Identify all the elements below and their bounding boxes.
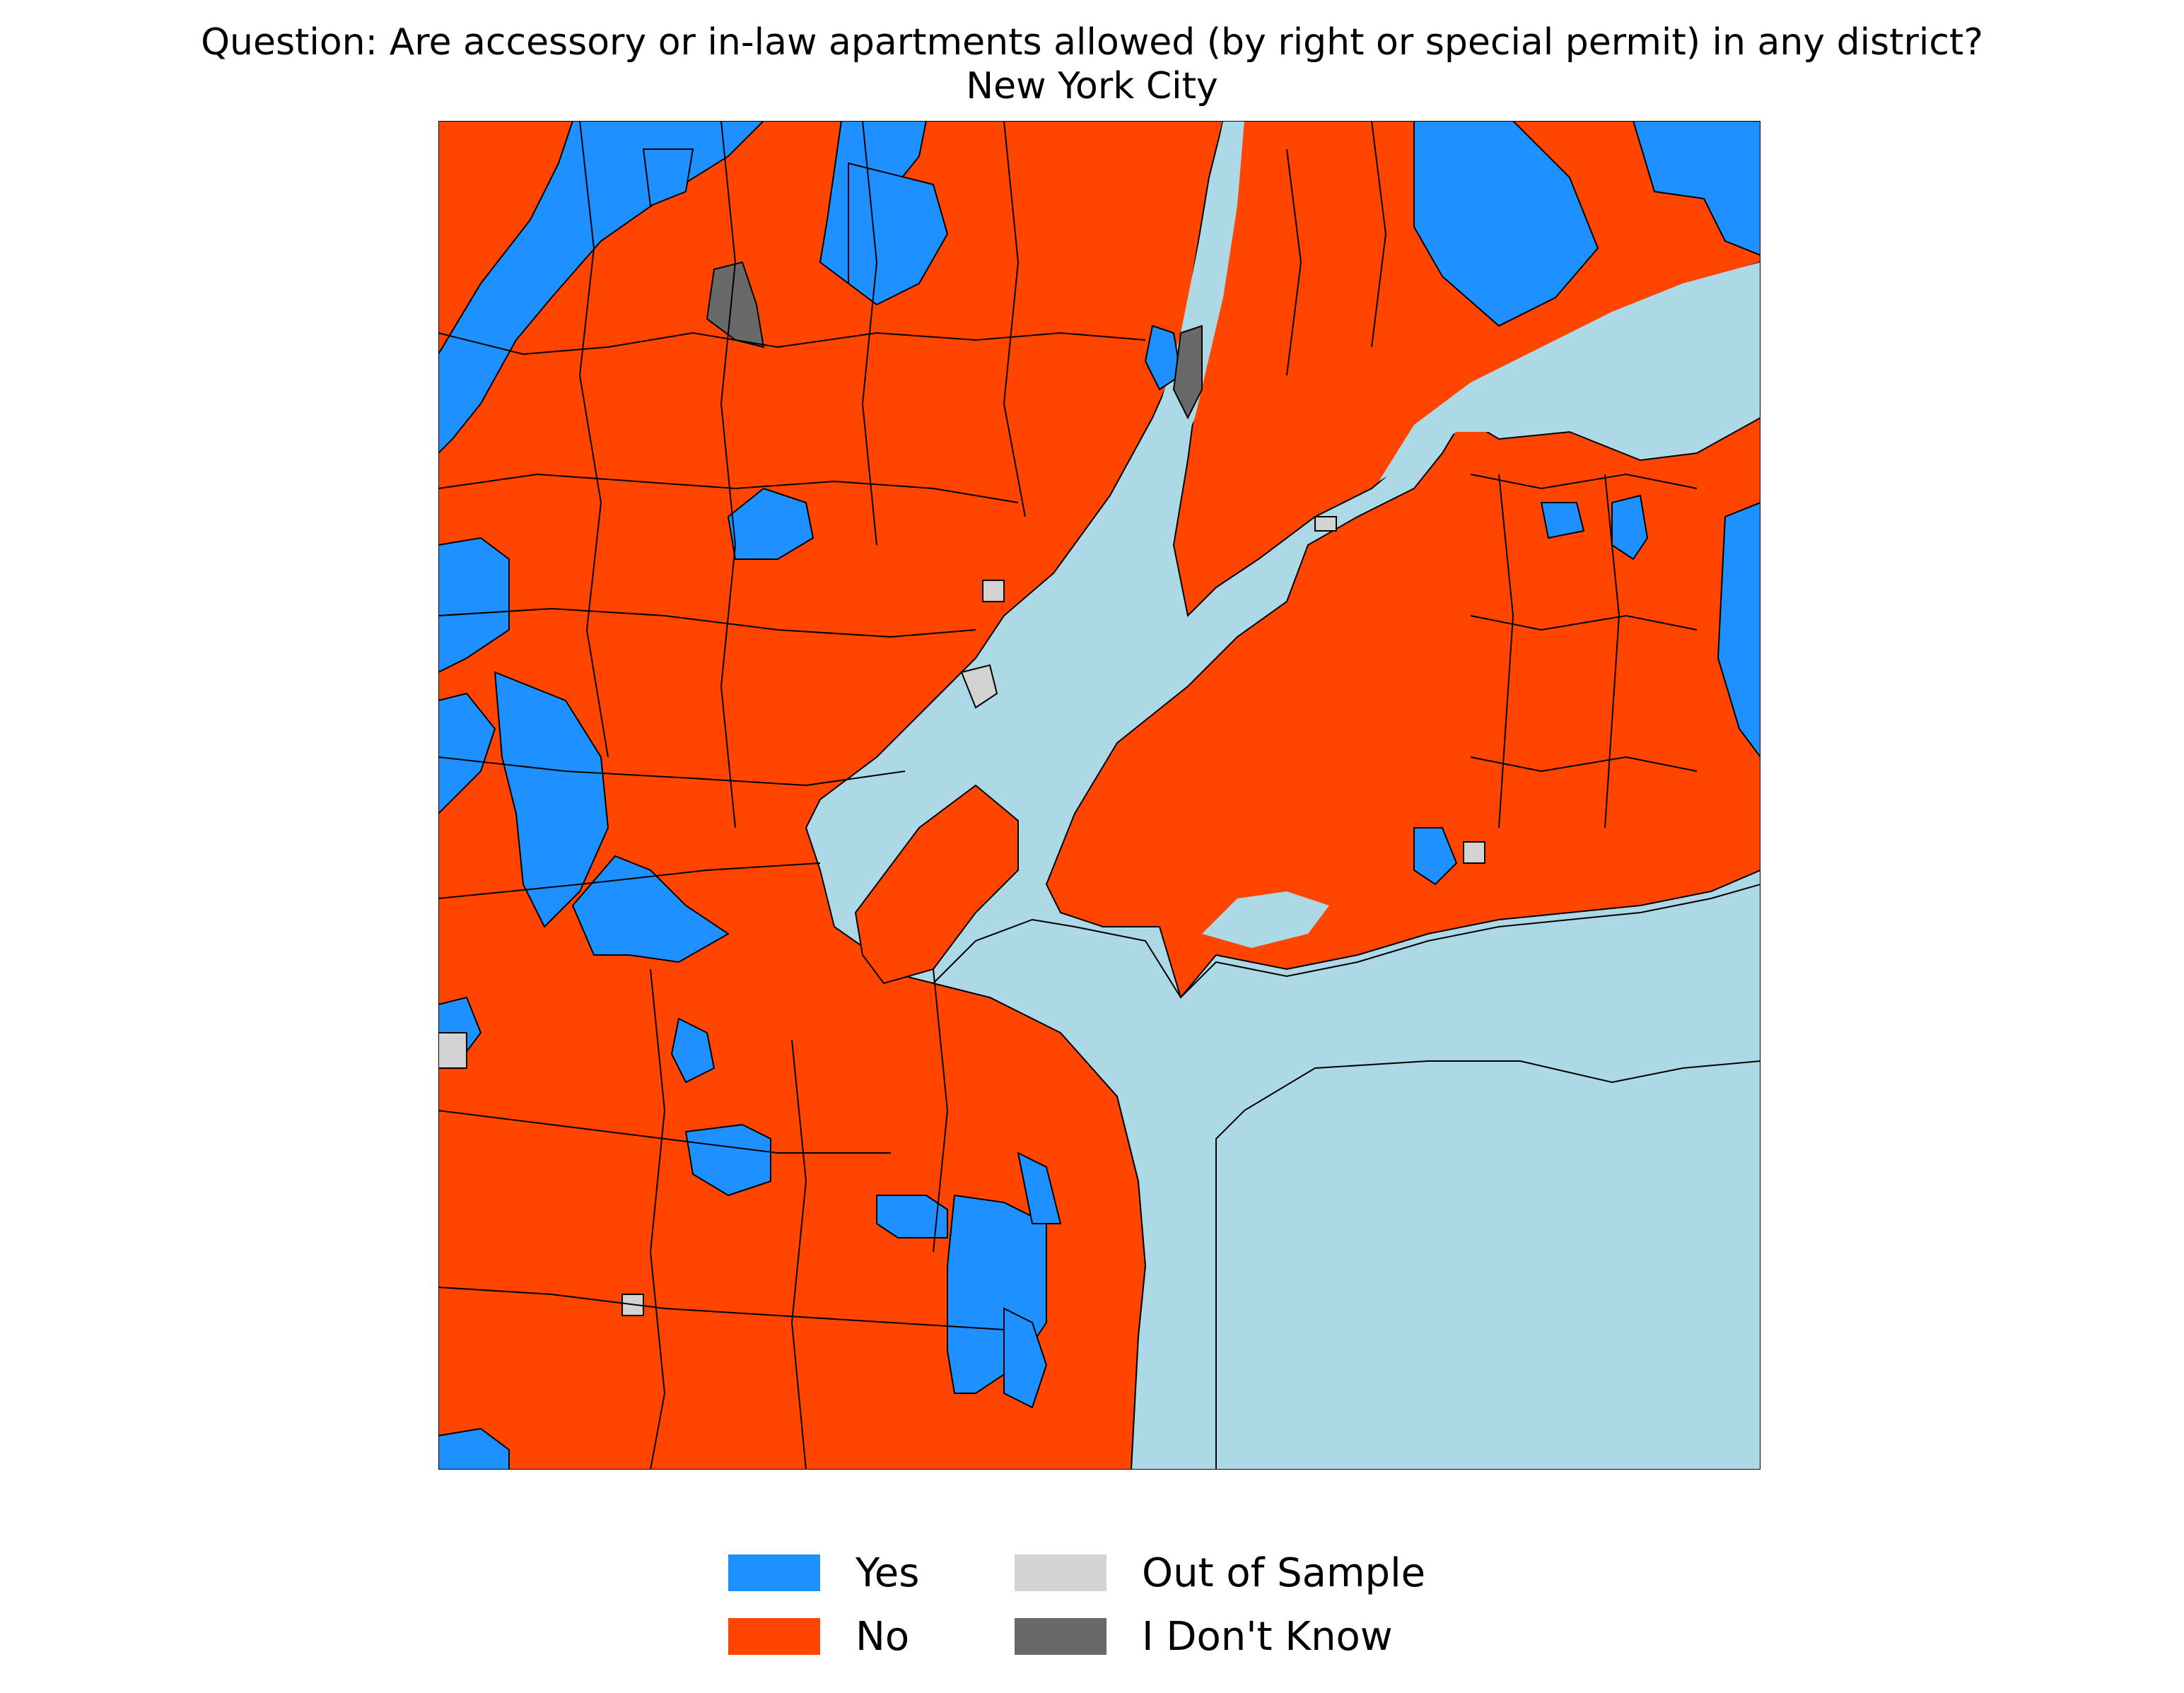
region-out-of-sample [1463, 841, 1485, 864]
legend-label-out-of-sample: Out of Sample [1142, 1550, 1426, 1596]
municipality-map [438, 121, 1760, 1470]
legend-swatch-yes [728, 1554, 820, 1591]
legend-item-dont-know: I Don't Know [1015, 1612, 1393, 1661]
region-dont-know [706, 261, 765, 348]
yes-regions [438, 121, 1760, 1470]
region-dont-know [1172, 324, 1203, 420]
region-yes [876, 1195, 948, 1238]
legend-label-no: No [856, 1613, 910, 1660]
legend-label-yes: Yes [856, 1550, 920, 1596]
region-out-of-sample [438, 1032, 467, 1069]
legend-item-yes: Yes [728, 1548, 919, 1598]
legend-swatch-out-of-sample [1015, 1554, 1106, 1591]
hudson-river [1032, 121, 1244, 686]
region-yes [494, 671, 609, 928]
legend-swatch-dont-know [1015, 1618, 1106, 1655]
dont-know-regions [706, 261, 1203, 420]
long-island-sound [1379, 262, 1760, 481]
region-yes [438, 692, 496, 815]
region-out-of-sample [1314, 516, 1337, 532]
region-yes [1017, 1152, 1062, 1224]
region-no-staten-island [854, 784, 1019, 985]
region-out-of-sample [960, 664, 998, 709]
region-yes [1144, 324, 1182, 391]
region-yes [670, 1017, 716, 1084]
region-out-of-sample [982, 580, 1005, 602]
region-yes [1003, 1307, 1048, 1409]
atlantic-ocean [932, 883, 1760, 1470]
region-yes [642, 148, 694, 207]
region-no-long-island [1045, 416, 1760, 1000]
region-yes [438, 537, 510, 674]
region-yes [848, 162, 949, 306]
region-yes [1540, 502, 1585, 539]
map-subtitle: New York City [966, 65, 1218, 107]
map-title: Question: Are accessory or in-law apartm… [201, 21, 1983, 64]
municipal-boundaries [438, 121, 1698, 1470]
legend-swatch-no [728, 1618, 820, 1655]
out-of-sample-regions [438, 516, 1485, 1316]
legend-item-no: No [728, 1612, 909, 1661]
legend-item-out-of-sample: Out of Sample [1015, 1548, 1425, 1598]
jamaica-bay [1202, 891, 1329, 948]
legend: Yes No Out of Sample I Don't Know [728, 1548, 1506, 1675]
region-yes [438, 1427, 510, 1470]
ocean-boundary-line [1215, 1060, 1760, 1470]
legend-label-dont-know: I Don't Know [1142, 1613, 1393, 1660]
region-yes [571, 855, 730, 963]
region-yes [1632, 121, 1760, 257]
region-yes [684, 1123, 771, 1197]
region-yes [1717, 501, 1760, 758]
region-yes [1413, 121, 1599, 327]
region-yes [1413, 827, 1458, 886]
region-yes [727, 487, 814, 560]
